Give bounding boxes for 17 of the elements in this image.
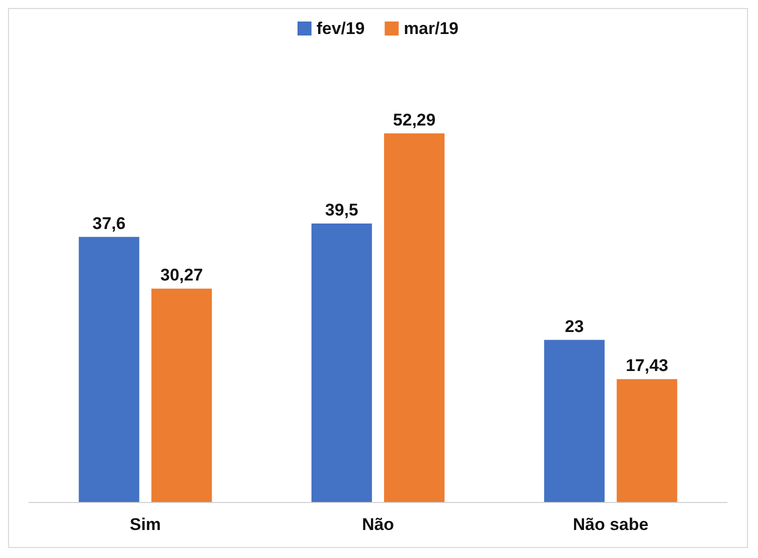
legend-label: mar/19 [404,19,459,38]
bar [151,288,212,502]
bar [544,340,605,502]
data-label: 52,29 [393,110,436,130]
data-label: 30,27 [160,266,203,285]
bar [384,133,445,502]
data-label: 23 [564,316,584,336]
bar [311,224,372,502]
x-tick-label: Sim [130,515,161,534]
x-tick-label: Não sabe [572,515,648,534]
legend-label: fev/19 [316,19,365,38]
bar [78,236,140,502]
data-label: 39,5 [325,200,358,220]
bar [616,379,678,502]
x-tick-label: Não [362,515,394,534]
data-label: 37,6 [92,214,126,233]
data-label: 17,43 [626,356,668,376]
